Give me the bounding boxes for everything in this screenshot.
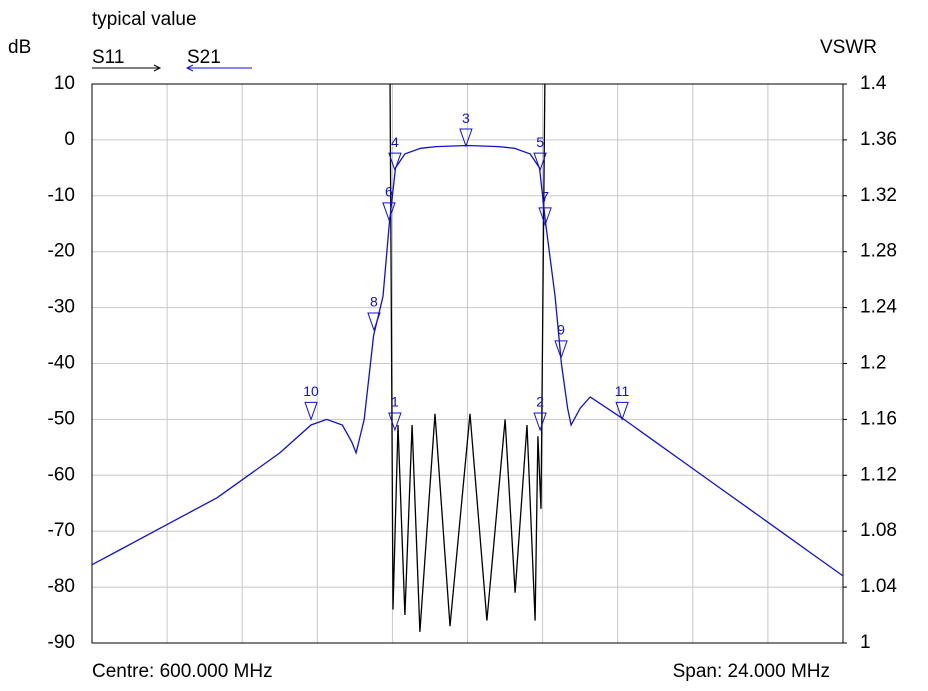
y-tick-label: -70 xyxy=(48,520,75,541)
series-line xyxy=(92,144,843,577)
marker-label: 10 xyxy=(303,383,319,399)
y-tick-label: 0 xyxy=(64,129,75,150)
y2-tick-label: 1.04 xyxy=(860,576,897,597)
marker xyxy=(538,207,552,227)
y-tick-label: -40 xyxy=(48,353,75,374)
marker-label: 9 xyxy=(557,322,565,338)
marker xyxy=(382,202,396,222)
footer-right: Span: 24.000 MHz xyxy=(673,661,830,682)
legend-label: S11 xyxy=(92,47,124,68)
y2-tick-label: 1 xyxy=(860,632,871,653)
y2-tick-label: 1.08 xyxy=(860,520,897,541)
marker-label: 7 xyxy=(541,189,549,205)
y2-tick-label: 1.4 xyxy=(860,73,887,94)
y2-tick-label: 1.16 xyxy=(860,408,897,429)
marker-label: 11 xyxy=(615,383,630,399)
y-axis-label: dB xyxy=(8,37,31,58)
y-tick-label: -50 xyxy=(48,408,75,429)
marker-label: 3 xyxy=(462,110,470,126)
y2-tick-label: 1.36 xyxy=(860,129,897,150)
y-tick-label: -20 xyxy=(48,241,75,262)
legend-arrowhead xyxy=(185,64,194,72)
y2-tick-label: 1.32 xyxy=(860,185,897,206)
legend-arrowhead xyxy=(153,64,162,72)
marker xyxy=(388,412,402,432)
y-tick-label: -30 xyxy=(48,297,75,318)
marker-label: 1 xyxy=(391,394,399,410)
marker xyxy=(533,152,547,172)
marker xyxy=(367,312,381,332)
marker-label: 8 xyxy=(370,294,378,310)
y-tick-label: -90 xyxy=(48,632,75,653)
plot-area xyxy=(92,84,843,632)
footer-left: Centre: 600.000 MHz xyxy=(92,661,273,682)
plot-frame xyxy=(91,83,844,644)
marker xyxy=(304,401,318,421)
marker-label: 6 xyxy=(385,184,393,200)
marker xyxy=(388,152,402,172)
y2-tick-label: 1.28 xyxy=(860,241,897,262)
series-line xyxy=(389,84,546,632)
y-tick-label: -80 xyxy=(48,576,75,597)
marker-label: 5 xyxy=(536,134,544,150)
marker xyxy=(533,412,547,432)
chart-title: typical value xyxy=(92,9,197,30)
y2-tick-label: 1.24 xyxy=(860,297,897,318)
y2-tick-label: 1.2 xyxy=(860,353,886,374)
y-tick-label: -10 xyxy=(48,185,75,206)
marker xyxy=(459,128,473,148)
y-tick-label: -60 xyxy=(48,464,75,485)
marker xyxy=(615,401,629,421)
legend-label: S21 xyxy=(187,47,221,68)
marker-label: 4 xyxy=(391,134,399,150)
y-tick-label: 10 xyxy=(54,73,75,94)
marker-label: 2 xyxy=(536,394,544,410)
y2-tick-label: 1.12 xyxy=(860,464,897,485)
y2-axis-label: VSWR xyxy=(820,37,877,58)
marker xyxy=(554,340,568,360)
